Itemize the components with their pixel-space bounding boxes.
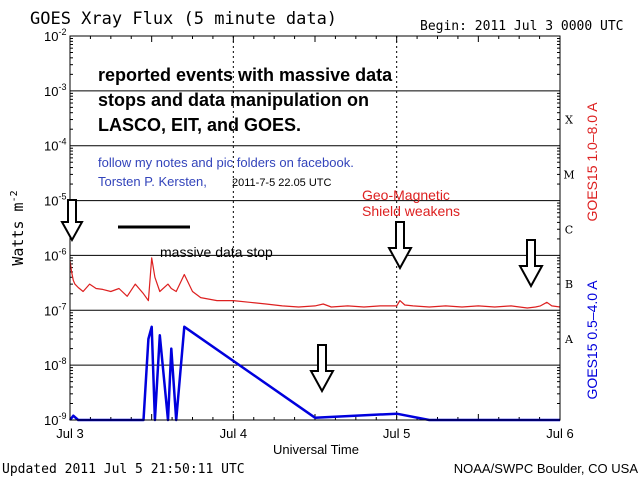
headline-line-1: reported events with massive data	[98, 65, 393, 85]
y-tick-exp: -3	[58, 82, 66, 92]
down-arrow-icon	[309, 344, 335, 394]
y-tick-exp: -4	[58, 137, 66, 147]
data-stop-label: massive data stop	[160, 244, 273, 260]
down-arrow-icon	[60, 199, 84, 243]
y-tick-exp: -9	[58, 411, 66, 421]
y-axis-title: Watts m-2	[9, 190, 27, 265]
y-tick-label: 10-3	[44, 82, 66, 99]
flare-class-labels: X M C B A	[563, 114, 574, 346]
y-tick-label: 10-6	[44, 246, 66, 263]
y-tick-exp: -2	[58, 27, 66, 37]
y-axis-title-sup: -2	[9, 190, 20, 202]
y-tick-label: 10-5	[44, 192, 66, 209]
note-line-1: follow my notes and pic folders on faceb…	[98, 155, 354, 170]
x-axis-ticks: Jul 3 Jul 4 Jul 5 Jul 6	[56, 36, 574, 441]
headline-line-2: stops and data manipulation on	[98, 90, 369, 110]
geo-note-line-1: Geo-Magnetic	[362, 187, 450, 203]
series-line-long	[69, 257, 561, 309]
y-tick-label: 10-8	[44, 356, 66, 373]
note-date: 2011-7-5 22.05 UTC	[232, 177, 332, 189]
flare-class-label: A	[564, 333, 574, 346]
down-arrow-icon	[387, 221, 413, 271]
note-line-2: Torsten P. Kersten,	[98, 174, 207, 189]
y-tick-base: 10	[44, 194, 58, 209]
y-tick-base: 10	[44, 358, 58, 373]
y-tick-base: 10	[44, 84, 58, 99]
credit-label: NOAA/SWPC Boulder, CO USA	[454, 461, 639, 476]
y-axis-title-text: Watts m	[9, 202, 27, 265]
geo-note-line-2: Shield weakens	[362, 203, 460, 219]
flare-class-label: X	[565, 114, 573, 127]
updated-label: Updated 2011 Jul 5 21:50:11 UTC	[2, 462, 245, 477]
y-tick-base: 10	[44, 248, 58, 263]
y-tick-label: 10-9	[44, 411, 66, 428]
y-tick-exp: -8	[58, 356, 66, 366]
x-tick-label: Jul 3	[56, 426, 83, 441]
y-tick-base: 10	[44, 139, 58, 154]
x-tick-label: Jul 4	[220, 426, 247, 441]
y-tick-exp: -6	[58, 246, 66, 256]
y-tick-base: 10	[44, 29, 58, 44]
y-tick-label: 10-2	[44, 27, 66, 44]
begin-label: Begin: 2011 Jul 3 0000 UTC	[420, 19, 624, 34]
series-label-long: GOES15 1.0–8.0 A	[584, 102, 600, 222]
chart-title: GOES Xray Flux (5 minute data)	[30, 9, 337, 29]
y-tick-exp: -5	[58, 192, 66, 202]
y-tick-base: 10	[44, 413, 58, 428]
series-label-short: GOES15 0.5–4.0 A	[584, 280, 600, 400]
x-axis-title: Universal Time	[273, 442, 359, 457]
flare-class-label: M	[563, 168, 574, 181]
flare-class-label: C	[565, 223, 573, 236]
y-tick-exp: -7	[58, 301, 66, 311]
y-tick-label: 10-7	[44, 301, 66, 318]
headline-line-3: LASCO, EIT, and GOES.	[98, 115, 301, 135]
flare-class-label: B	[565, 278, 573, 291]
down-arrow-icon	[518, 239, 544, 289]
data-series	[69, 257, 561, 422]
y-tick-base: 10	[44, 303, 58, 318]
x-tick-label: Jul 5	[383, 426, 410, 441]
x-tick-label: Jul 6	[546, 426, 573, 441]
y-tick-label: 10-4	[44, 137, 66, 154]
